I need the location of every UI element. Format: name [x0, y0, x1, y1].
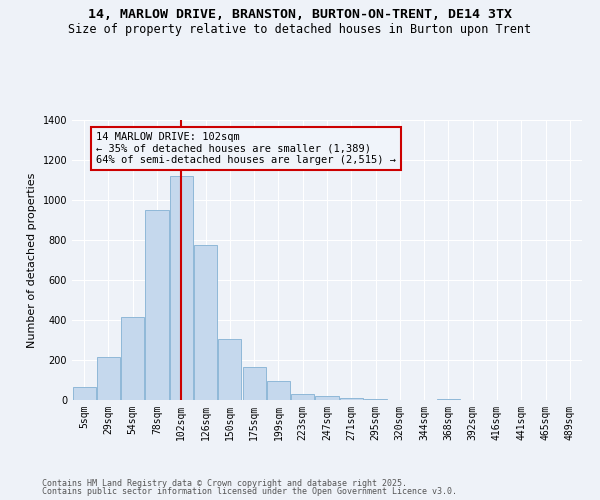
Bar: [145, 210, 169, 400]
Text: 14 MARLOW DRIVE: 102sqm
← 35% of detached houses are smaller (1,389)
64% of semi: 14 MARLOW DRIVE: 102sqm ← 35% of detache…: [96, 132, 396, 165]
Bar: [194, 245, 217, 400]
Bar: [97, 357, 120, 400]
Bar: [267, 381, 290, 400]
Bar: [316, 396, 338, 400]
Text: Contains public sector information licensed under the Open Government Licence v3: Contains public sector information licen…: [42, 487, 457, 496]
Bar: [364, 399, 387, 400]
Bar: [73, 387, 95, 400]
Bar: [340, 398, 363, 400]
Bar: [437, 399, 460, 400]
Bar: [170, 176, 193, 400]
Text: Size of property relative to detached houses in Burton upon Trent: Size of property relative to detached ho…: [68, 22, 532, 36]
Bar: [291, 394, 314, 400]
Text: 14, MARLOW DRIVE, BRANSTON, BURTON-ON-TRENT, DE14 3TX: 14, MARLOW DRIVE, BRANSTON, BURTON-ON-TR…: [88, 8, 512, 20]
Bar: [218, 339, 241, 400]
Bar: [121, 317, 144, 400]
Y-axis label: Number of detached properties: Number of detached properties: [27, 172, 37, 348]
Text: Contains HM Land Registry data © Crown copyright and database right 2025.: Contains HM Land Registry data © Crown c…: [42, 478, 407, 488]
Bar: [242, 367, 266, 400]
